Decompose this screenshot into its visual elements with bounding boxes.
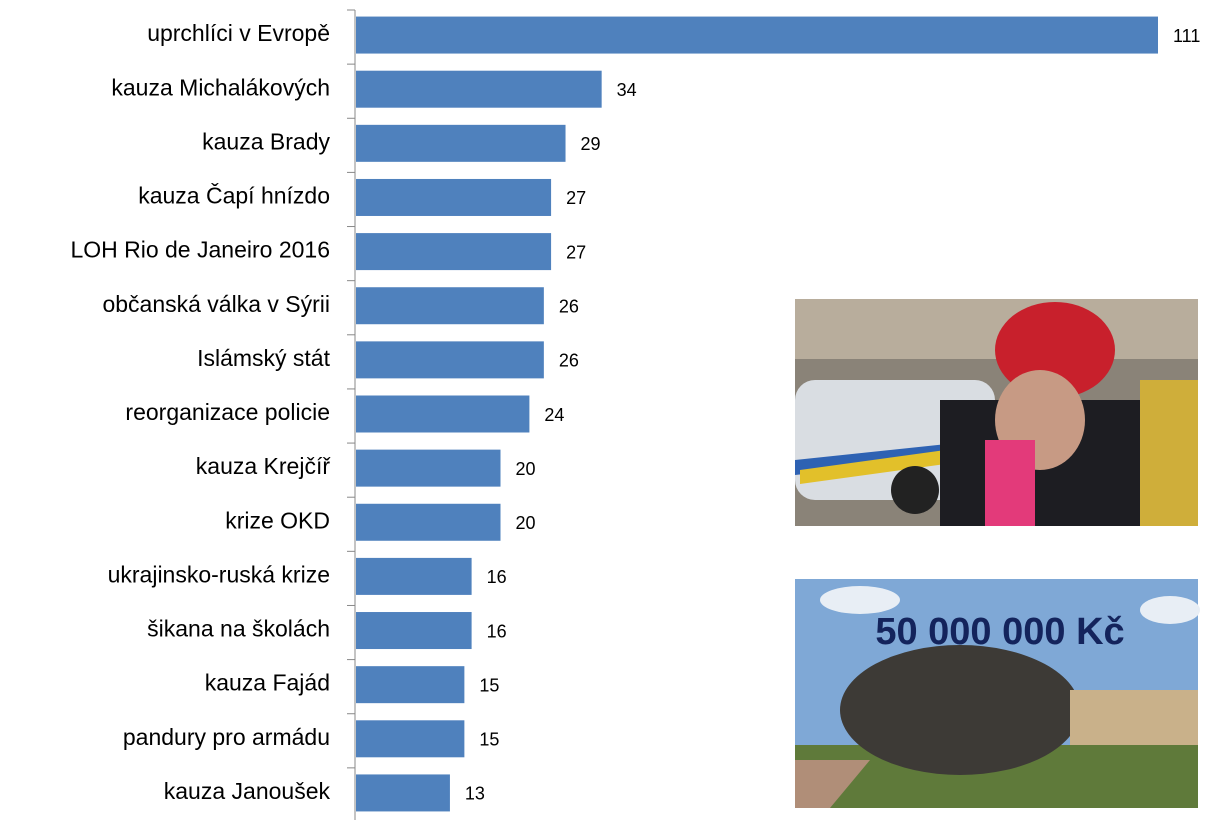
bar (356, 287, 544, 324)
bar (356, 17, 1158, 54)
bar (356, 720, 464, 757)
y-tick-label: uprchlíci v Evropě (147, 20, 330, 46)
y-tick-label: ukrajinsko-ruská krize (108, 561, 330, 587)
bar (356, 233, 551, 270)
image-caption: 50 000 000 Kč (875, 611, 1124, 653)
page: 50 000 000 Kč uprchlíci v Evropě 111 kauza… (0, 0, 1215, 820)
y-tick-label: kauza Čapí hnízdo (138, 182, 330, 209)
value-label: 20 (516, 513, 536, 533)
y-tick-label: občanská válka v Sýrii (102, 291, 330, 317)
bar (356, 125, 566, 162)
bar (356, 450, 501, 487)
value-label: 27 (566, 242, 586, 262)
value-label: 16 (487, 567, 507, 587)
value-label: 16 (487, 621, 507, 641)
y-tick-label: kauza Janoušek (164, 778, 331, 804)
value-label: 13 (465, 784, 485, 804)
value-label: 29 (581, 134, 601, 154)
value-label: 15 (479, 675, 499, 695)
value-label: 27 (566, 188, 586, 208)
bar (356, 341, 544, 378)
y-tick-label: kauza Krejčíř (196, 453, 332, 479)
value-label: 26 (559, 296, 579, 316)
y-tick-label: pandury pro armádu (123, 724, 330, 750)
y-tick-label: šikana na školách (147, 616, 330, 642)
value-label: 34 (617, 80, 637, 100)
y-tick-label: krize OKD (225, 507, 330, 533)
bar (356, 612, 472, 649)
photo-protest (795, 299, 1198, 526)
bar (356, 558, 472, 595)
y-tick-label: kauza Michalákových (111, 74, 330, 100)
bar (356, 774, 450, 811)
y-tick-label: reorganizace policie (125, 399, 330, 425)
bar (356, 504, 501, 541)
value-label: 20 (516, 459, 536, 479)
y-tick-label: LOH Rio de Janeiro 2016 (70, 237, 330, 263)
bar (356, 666, 464, 703)
photo-capi-hnizdo: 50 000 000 Kč (795, 579, 1200, 808)
value-label: 26 (559, 351, 579, 371)
bar (356, 71, 602, 108)
y-tick-label: Islámský stát (197, 345, 331, 371)
value-label: 111 (1173, 26, 1200, 46)
bar (356, 179, 551, 216)
y-tick-label: kauza Fajád (205, 670, 330, 696)
y-tick-label: kauza Brady (202, 128, 330, 154)
bar (356, 396, 529, 433)
chart: 50 000 000 Kč uprchlíci v Evropě 111 kauza… (0, 0, 1215, 820)
value-label: 24 (544, 405, 564, 425)
value-label: 15 (479, 730, 499, 750)
